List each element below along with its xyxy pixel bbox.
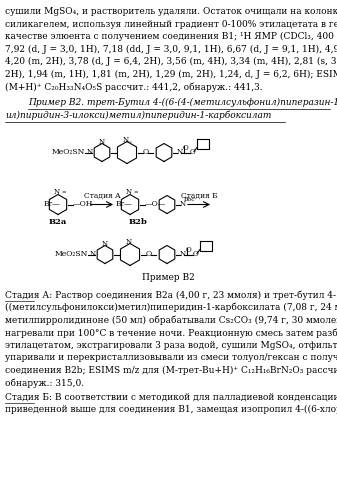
Text: O: O bbox=[190, 149, 196, 157]
Text: 2H), 1,94 (m, 1H), 1,81 (m, 2H), 1,29 (m, 2H), 1,24, d, J = 6,2, 6H); ESIMS m/z : 2H), 1,94 (m, 1H), 1,81 (m, 2H), 1,29 (m… bbox=[5, 69, 337, 79]
Text: N: N bbox=[126, 189, 132, 197]
Text: (M+H)⁺ C₂₀H₃₃N₄O₅S рассчит.: 441,2, обнаруж.: 441,3.: (M+H)⁺ C₂₀H₃₃N₄O₅S рассчит.: 441,2, обна… bbox=[5, 82, 263, 91]
Text: O: O bbox=[186, 246, 192, 253]
Text: обнаруж.: 315,0.: обнаруж.: 315,0. bbox=[5, 378, 84, 388]
Text: силикагелем, используя линейный градиент 0-100% этилацетата в гексане в: силикагелем, используя линейный градиент… bbox=[5, 19, 337, 28]
Text: сушили MgSO₄, и растворитель удаляли. Остаток очищали на колонке с: сушили MgSO₄, и растворитель удаляли. Ос… bbox=[5, 7, 337, 16]
Text: приведенной выше для соединения B1, замещая изопропил 4-((6-хлорпиридин-3-: приведенной выше для соединения B1, заме… bbox=[5, 405, 337, 414]
Text: N: N bbox=[123, 136, 129, 144]
Text: 7,92 (d, J = 3,0, 1H), 7,18 (dd, J = 3,0, 9,1, 1H), 6,67 (d, J = 9,1, 1H), 4,91 : 7,92 (d, J = 3,0, 1H), 7,18 (dd, J = 3,0… bbox=[5, 44, 337, 53]
Text: Стадия Б: Стадия Б bbox=[181, 192, 217, 200]
Text: O: O bbox=[193, 250, 199, 258]
Text: Пример B2: Пример B2 bbox=[142, 272, 194, 281]
Text: N: N bbox=[180, 201, 186, 209]
Text: соединения B2b; ESIMS m/z для (M-трет-Bu+H)⁺ C₁₂H₁₆BrN₂O₃ рассчит.: 315,0,: соединения B2b; ESIMS m/z для (M-трет-Bu… bbox=[5, 365, 337, 375]
Text: N: N bbox=[99, 138, 105, 146]
Text: N: N bbox=[102, 240, 108, 248]
Text: нагревали при 100°C в течение ночи. Реакционную смесь затем разбавляли: нагревали при 100°C в течение ночи. Реак… bbox=[5, 328, 337, 337]
Text: O: O bbox=[143, 149, 149, 157]
Text: N: N bbox=[87, 149, 93, 157]
Text: 4,20 (m, 2H), 3,78 (d, J = 6,4, 2H), 3,56 (m, 4H), 3,34 (m, 4H), 2,81 (s, 3H), 2: 4,20 (m, 2H), 3,78 (d, J = 6,4, 2H), 3,5… bbox=[5, 57, 337, 66]
Text: =: = bbox=[61, 190, 66, 195]
Text: N: N bbox=[126, 238, 132, 246]
Text: Стадия A: Стадия A bbox=[84, 192, 120, 200]
Text: ((метилсульфонилокси)метил)пиперидин-1-карбоксилата (7,08 г, 24 ммоля) в N-: ((метилсульфонилокси)метил)пиперидин-1-к… bbox=[5, 303, 337, 312]
Text: Пример B2. трет-Бутил 4-((6-(4-(метилсульфонил)пиперазин-1-: Пример B2. трет-Бутил 4-((6-(4-(метилсул… bbox=[28, 97, 337, 107]
Text: B2b: B2b bbox=[128, 219, 148, 227]
Text: Стадия Б: В соответствии с методикой для палладиевой конденсации,: Стадия Б: В соответствии с методикой для… bbox=[5, 393, 337, 402]
Text: ил)пиридин-3-илокси)метил)пиперидин-1-карбоксилат: ил)пиридин-3-илокси)метил)пиперидин-1-ка… bbox=[5, 110, 271, 119]
Text: —O—: —O— bbox=[145, 201, 166, 209]
Text: качестве элюента с получением соединения B1; ¹H ЯМР (CDCl₃, 400 МГц): δ: качестве элюента с получением соединения… bbox=[5, 32, 337, 41]
Text: N: N bbox=[180, 250, 186, 258]
Text: Boc: Boc bbox=[184, 197, 196, 202]
Text: упаривали и перекристаллизовывали из смеси толуол/гексан с получением: упаривали и перекристаллизовывали из сме… bbox=[5, 353, 337, 362]
Text: Br—: Br— bbox=[116, 201, 133, 209]
Text: MeO₂SN: MeO₂SN bbox=[55, 250, 88, 258]
Text: O: O bbox=[146, 250, 152, 258]
Text: N: N bbox=[90, 250, 96, 258]
Text: Стадия А: Раствор соединения B2a (4,00 г, 23 ммоля) и трет-бутил 4-: Стадия А: Раствор соединения B2a (4,00 г… bbox=[5, 290, 336, 300]
Text: O: O bbox=[183, 144, 189, 152]
Text: N: N bbox=[177, 149, 183, 157]
Text: =: = bbox=[133, 190, 137, 195]
Text: N: N bbox=[54, 189, 60, 197]
Text: метилпирролидиноне (50 мл) обрабатывали Cs₂CO₃ (9,74 г, 30 ммолей) и: метилпирролидиноне (50 мл) обрабатывали … bbox=[5, 315, 337, 325]
Text: этилацетатом, экстрагировали 3 раза водой, сушили MgSO₄, отфильтровывали,: этилацетатом, экстрагировали 3 раза водо… bbox=[5, 340, 337, 349]
Text: MeO₂SN: MeO₂SN bbox=[52, 149, 85, 157]
Text: B2a: B2a bbox=[49, 219, 67, 227]
Text: Br—: Br— bbox=[44, 201, 61, 209]
Text: —OH: —OH bbox=[73, 201, 93, 209]
